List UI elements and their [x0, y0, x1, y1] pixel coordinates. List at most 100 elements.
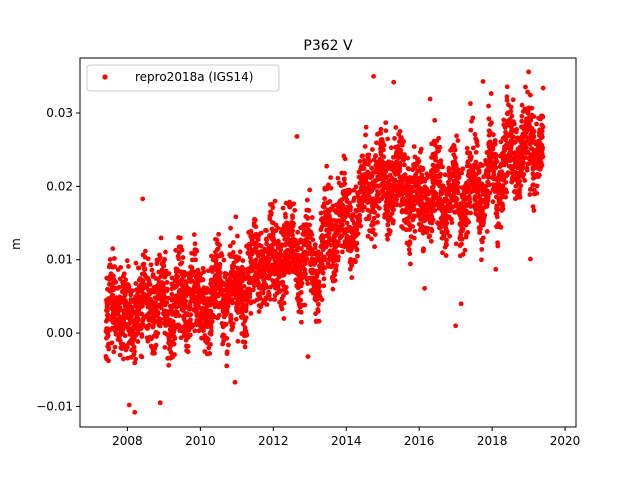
data-point [486, 140, 492, 146]
data-point [228, 315, 234, 321]
data-point [175, 274, 181, 280]
data-point [154, 330, 160, 336]
data-point [487, 129, 493, 135]
data-point [162, 345, 168, 350]
data-point [224, 349, 230, 355]
data-point [327, 199, 333, 204]
data-point [458, 301, 464, 307]
data-point [472, 131, 478, 137]
data-point [187, 289, 193, 295]
data-point [292, 266, 298, 272]
data-point [191, 232, 197, 238]
data-point [260, 300, 266, 306]
data-point [453, 241, 459, 247]
data-point [309, 215, 315, 220]
data-point [283, 214, 288, 220]
data-point [322, 214, 328, 220]
data-point [368, 189, 374, 194]
data-point [527, 187, 533, 192]
data-point [169, 291, 175, 297]
data-point [266, 289, 272, 295]
data-point [289, 253, 295, 259]
data-point [163, 249, 168, 255]
data-point [258, 230, 264, 236]
data-point [205, 268, 211, 274]
data-point [432, 208, 438, 213]
data-point [428, 189, 434, 195]
data-point [123, 347, 129, 353]
data-point [180, 308, 186, 313]
data-point [264, 284, 270, 290]
data-point [139, 294, 145, 300]
data-point [217, 261, 223, 267]
data-point [522, 178, 528, 183]
data-point [433, 155, 439, 160]
data-point [517, 190, 522, 196]
data-point [134, 314, 140, 320]
data-point [501, 117, 507, 123]
data-point [480, 235, 486, 241]
data-point [457, 170, 462, 175]
data-point [381, 142, 387, 148]
data-point [468, 189, 473, 195]
data-point [282, 256, 288, 262]
data-point [166, 336, 172, 342]
data-point [418, 165, 423, 170]
data-point [392, 177, 398, 183]
data-point [370, 205, 376, 211]
data-point [260, 268, 266, 274]
data-point [336, 180, 342, 186]
data-point [493, 184, 499, 190]
data-point [480, 79, 486, 84]
data-point [220, 332, 226, 338]
data-point [229, 297, 235, 303]
data-point [145, 256, 151, 262]
data-point [209, 315, 215, 321]
data-point [385, 222, 391, 228]
data-point [341, 176, 347, 182]
data-point [360, 165, 366, 171]
data-point [528, 256, 533, 262]
data-point [407, 251, 413, 256]
data-point [390, 202, 396, 208]
data-point [449, 198, 455, 203]
data-point [128, 292, 134, 298]
data-point [269, 226, 275, 232]
data-point [476, 194, 482, 200]
data-point [407, 210, 413, 216]
data-point [459, 241, 464, 247]
data-point [249, 232, 255, 238]
data-point [227, 243, 233, 249]
plot-area-frame [79, 57, 577, 428]
data-point [493, 152, 499, 158]
data-point [504, 84, 510, 90]
data-point [199, 335, 204, 341]
data-point [450, 147, 456, 152]
data-point [242, 325, 248, 331]
data-point [220, 304, 226, 310]
data-point [519, 136, 525, 142]
data-point [153, 342, 159, 348]
data-point [128, 320, 134, 325]
data-point [140, 196, 146, 202]
data-point [263, 236, 269, 242]
data-point [410, 167, 416, 173]
data-point [299, 319, 304, 325]
data-point [140, 303, 145, 309]
data-point [208, 328, 214, 334]
data-point [344, 220, 350, 226]
data-point [349, 261, 354, 267]
data-point [436, 195, 442, 201]
data-point [349, 275, 355, 280]
data-point [420, 230, 426, 236]
data-point [453, 323, 459, 329]
data-point [306, 208, 312, 213]
data-point [198, 290, 204, 296]
data-point [396, 155, 402, 161]
data-point [494, 203, 500, 209]
data-point [454, 133, 459, 139]
data-point [522, 155, 528, 161]
legend-box [86, 64, 280, 92]
data-point [379, 136, 385, 142]
data-point [461, 207, 467, 213]
